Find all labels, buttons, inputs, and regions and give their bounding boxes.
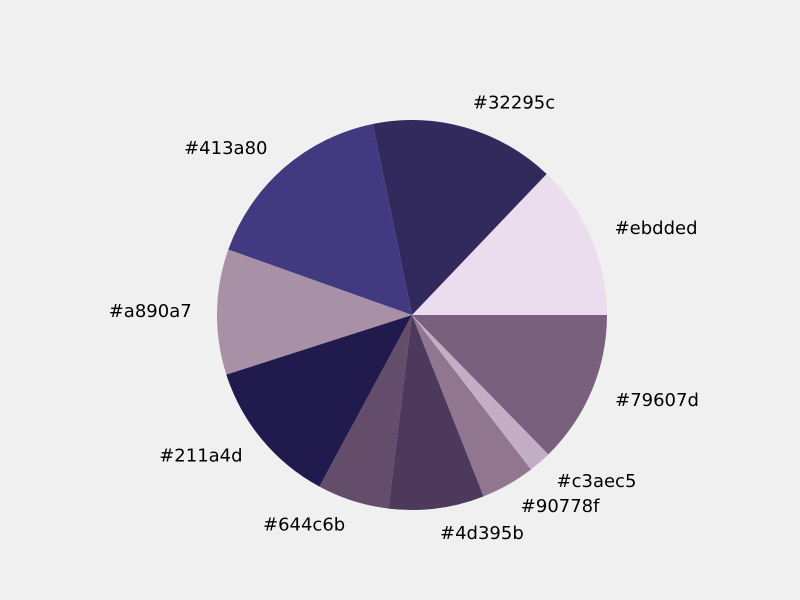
pie-slices <box>216 119 607 511</box>
pie-slice-label-0: #ebdded <box>615 218 698 239</box>
pie-slice-1 <box>372 119 547 315</box>
pie-slice-label-6: #4d395b <box>440 523 524 544</box>
pie-slice-3 <box>216 249 412 375</box>
pie-slice-label-1: #32295c <box>473 93 555 114</box>
pie-slice-label-9: #79607d <box>615 390 699 411</box>
pie-slice-0 <box>412 173 607 315</box>
pie-slice-label-3: #a890a7 <box>109 301 192 322</box>
pie-slice-6 <box>388 315 484 511</box>
pie-slice-5 <box>319 315 412 509</box>
pie-slice-9 <box>412 315 607 455</box>
pie-slice-8 <box>412 315 549 470</box>
pie-slice-7 <box>412 315 531 497</box>
pie-slice-label-5: #644c6b <box>263 514 345 535</box>
pie-slice-label-2: #413a80 <box>184 138 267 159</box>
pie-labels: #ebdded #32295c #413a80 #a890a7 #211a4d #644c… <box>109 93 699 544</box>
pie-slice-label-8: #c3aec5 <box>557 471 637 492</box>
pie-slice-4 <box>226 315 412 487</box>
pie-slice-label-4: #211a4d <box>159 445 242 466</box>
pie-slice-label-7: #90778f <box>521 496 600 517</box>
pie-slice-2 <box>228 123 412 315</box>
